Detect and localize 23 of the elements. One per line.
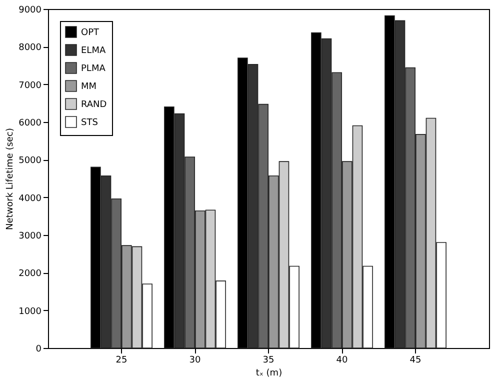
y-tick-label: 2000 [18,269,42,280]
legend-label: PLMA [81,64,106,74]
legend-label: STS [81,118,98,128]
y-tick-label: 7000 [18,80,42,91]
y-tick-label: 4000 [18,194,42,204]
x-tick-label: 30 [189,356,201,366]
y-tick-label: 6000 [18,118,42,128]
y-tick-label: 0 [36,344,42,354]
x-tick-label: 35 [262,356,274,366]
x-tick-label: 45 [410,356,422,366]
y-tick-label: 1000 [18,306,42,317]
x-axis-title: tₓ (m) [256,368,282,378]
legend-label: MM [81,82,97,92]
legend-label: OPT [81,28,100,38]
x-tick-label: 40 [336,356,348,366]
y-tick-label: 9000 [18,6,42,16]
y-tick-label: 8000 [18,43,42,54]
legend-label: ELMA [81,46,106,56]
y-tick-label: 3000 [18,232,42,242]
x-tick-label: 25 [116,356,128,366]
legend-label: RAND [81,100,107,110]
y-axis-title: Network Lifetime (sec) [6,128,16,230]
y-tick-label: 5000 [18,156,42,166]
